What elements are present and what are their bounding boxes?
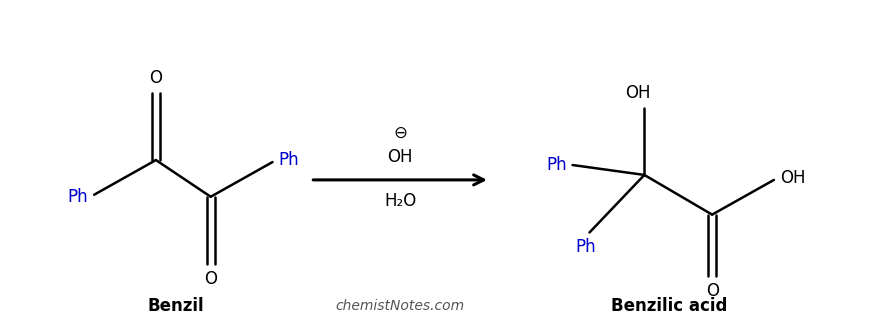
Text: Ph: Ph <box>68 188 88 206</box>
Text: O: O <box>705 282 717 300</box>
Text: H₂O: H₂O <box>383 192 416 210</box>
Text: OH: OH <box>387 148 412 166</box>
Text: ⊖: ⊖ <box>393 124 407 142</box>
Text: Benzilic acid: Benzilic acid <box>610 297 727 315</box>
Text: Benzil: Benzil <box>147 297 204 315</box>
Text: Ph: Ph <box>574 239 595 256</box>
Text: Ph: Ph <box>278 151 299 169</box>
Text: O: O <box>204 270 217 288</box>
Text: OH: OH <box>779 169 804 187</box>
Text: chemistNotes.com: chemistNotes.com <box>335 299 464 313</box>
Text: OH: OH <box>625 83 651 102</box>
Text: Ph: Ph <box>545 156 566 174</box>
Text: O: O <box>149 69 162 87</box>
